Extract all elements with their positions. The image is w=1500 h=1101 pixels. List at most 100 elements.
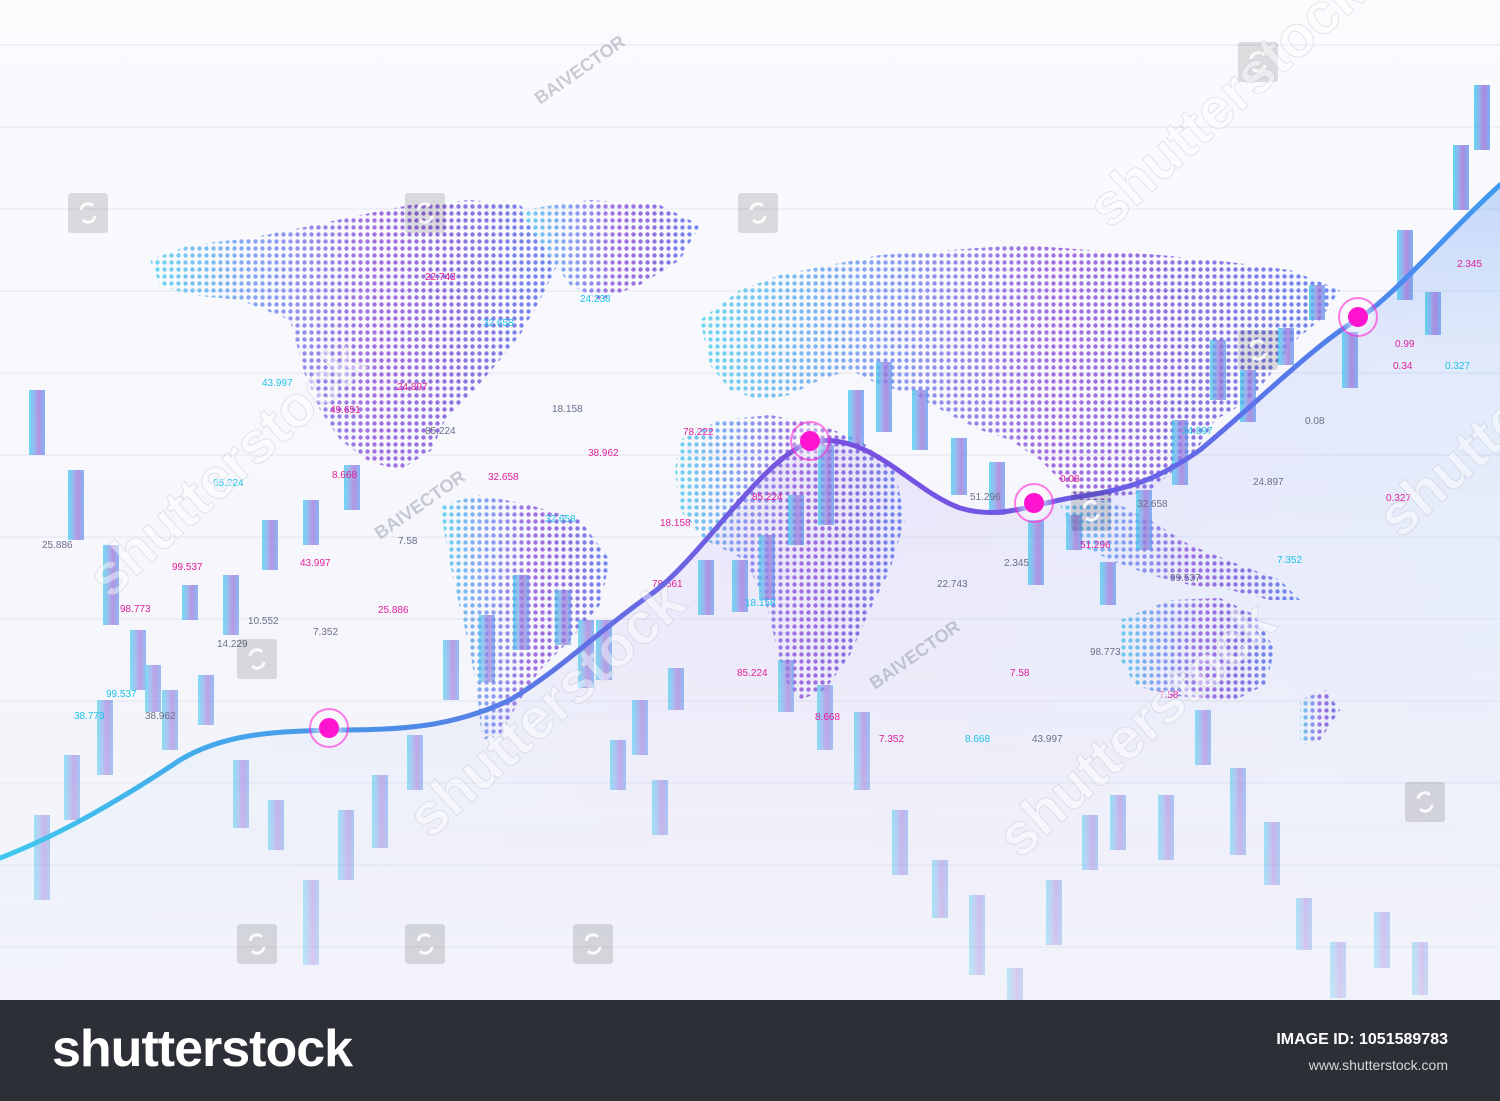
- candle-body: [1264, 822, 1280, 885]
- trend-marker: [1336, 295, 1380, 339]
- price-number: 18.158: [552, 404, 583, 415]
- candle-body: [338, 810, 354, 880]
- candle-body: [303, 500, 319, 545]
- candlestick: [1210, 330, 1226, 410]
- marker-dot: [1348, 307, 1368, 327]
- price-number: 7.58: [398, 536, 418, 547]
- candle-body: [632, 700, 648, 755]
- price-number: 8.668: [332, 470, 357, 481]
- watermark-square: [68, 193, 108, 233]
- floating-price-numbers: 22.743 24.238 32.658 43.997 24.897 49.651 18.1…: [42, 259, 1482, 745]
- watermark-logo-icon: [248, 933, 266, 955]
- watermark-square-box: [738, 193, 778, 233]
- candle-body: [1158, 795, 1174, 860]
- candlestick: [1296, 880, 1312, 960]
- watermark-logo-icon: [416, 202, 434, 224]
- candlestick: [817, 670, 833, 760]
- watermark-square: [738, 193, 778, 233]
- candle-body: [989, 462, 1005, 515]
- candle-body: [778, 660, 794, 712]
- price-number: 0.08: [1305, 416, 1325, 427]
- candlestick: [103, 520, 119, 640]
- candle-body: [1374, 912, 1390, 968]
- watermark-square-box: [237, 639, 277, 679]
- candle-body: [698, 560, 714, 615]
- candlestick: [1082, 800, 1098, 880]
- price-number: 10.552: [248, 616, 279, 627]
- candle-body: [1110, 795, 1126, 850]
- candlestick: [268, 790, 284, 860]
- price-number: 0.327: [1445, 361, 1470, 372]
- watermark-square-box: [1071, 491, 1111, 531]
- price-number: 49.651: [330, 405, 361, 416]
- candle-body: [443, 640, 459, 700]
- candlestick: [778, 650, 794, 720]
- candle-body: [223, 575, 239, 635]
- candlestick: [1425, 280, 1441, 340]
- marker-dot: [1024, 493, 1044, 513]
- candlestick: [892, 790, 908, 890]
- watermark-square: [405, 924, 445, 964]
- candle-body: [1195, 710, 1211, 765]
- candlestick: [1309, 275, 1325, 330]
- candle-body: [1136, 490, 1152, 550]
- candlestick: [854, 700, 870, 800]
- candle-body: [610, 740, 626, 790]
- candlestick: [1453, 130, 1469, 220]
- candle-body: [759, 535, 775, 600]
- candle-body: [932, 860, 948, 918]
- candlestick: [182, 570, 198, 645]
- watermark-logo-icon: [1249, 51, 1267, 73]
- watermark-square-box: [1238, 330, 1278, 370]
- candle-body: [1425, 292, 1441, 335]
- price-number: 25.886: [42, 540, 73, 551]
- candle-body: [578, 620, 594, 688]
- candle-body: [854, 712, 870, 790]
- candlestick: [1172, 410, 1188, 500]
- candlestick: [233, 750, 249, 840]
- candle-body: [1028, 520, 1044, 585]
- candlestick: [1374, 900, 1390, 980]
- candle-body: [162, 690, 178, 750]
- price-number: 2.345: [1004, 558, 1029, 569]
- price-number: 99.537: [1170, 573, 1201, 584]
- candle-body: [1230, 768, 1246, 855]
- candlestick: [162, 675, 178, 760]
- candle-body: [1296, 898, 1312, 950]
- watermark-square-box: [1405, 782, 1445, 822]
- candlestick: [223, 560, 239, 650]
- candle-body: [1082, 815, 1098, 870]
- candle-body: [817, 685, 833, 750]
- candlestick: [1278, 320, 1294, 370]
- price-number: 25.886: [378, 605, 409, 616]
- price-number: 51.296: [1080, 540, 1111, 551]
- candlestick: [652, 770, 668, 860]
- candlestick: [732, 545, 748, 630]
- candlestick: [303, 490, 319, 560]
- candlestick: [951, 425, 967, 505]
- marker-dot: [319, 718, 339, 738]
- candle-body: [652, 780, 668, 835]
- candlestick: [668, 650, 684, 730]
- price-number: 85.224: [213, 478, 244, 489]
- watermark-logo-icon: [248, 648, 266, 670]
- candlestick: [479, 600, 495, 690]
- price-number: 99.537: [172, 562, 203, 573]
- trend-line: [0, 182, 1500, 861]
- candle-body: [876, 362, 892, 432]
- watermark-square: [1238, 42, 1278, 82]
- candlestick: [145, 655, 161, 720]
- price-number: 85.224: [752, 492, 783, 503]
- candlestick: [198, 660, 214, 740]
- candlestick: [788, 480, 804, 560]
- price-number: 85.224: [737, 668, 768, 679]
- watermark-square: [237, 924, 277, 964]
- price-number: 78.561: [652, 579, 683, 590]
- candlestick: [1195, 700, 1211, 780]
- price-number: 43.997: [1032, 734, 1063, 745]
- candlestick: [338, 780, 354, 890]
- price-number: 22.743: [937, 579, 968, 590]
- candlestick: [64, 740, 80, 830]
- candle-body: [372, 775, 388, 848]
- trend-marker: [307, 706, 351, 750]
